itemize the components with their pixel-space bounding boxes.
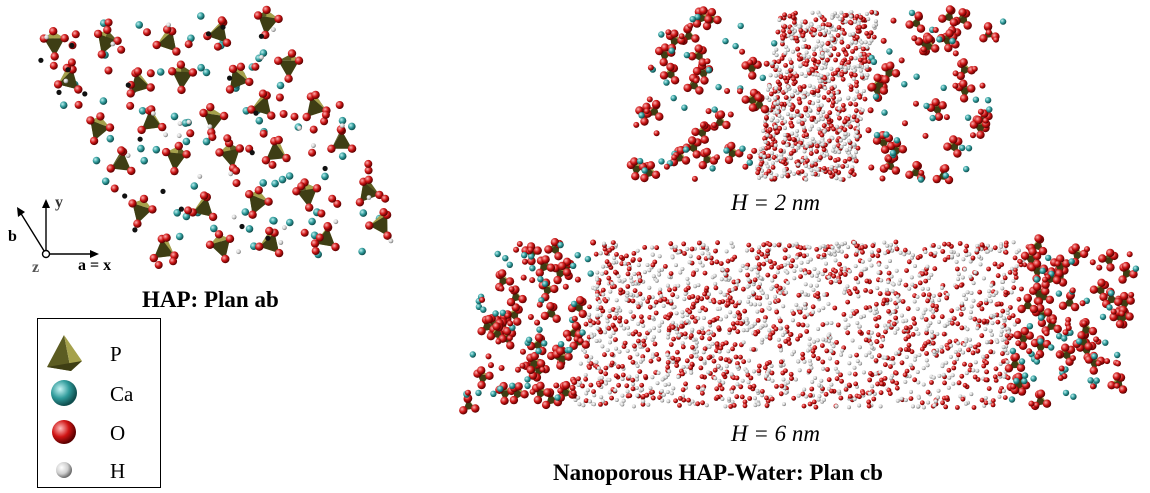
z-axis-origin (41, 249, 51, 259)
pore-6nm-caption: H = 6 nm (731, 421, 820, 446)
legend-label: Ca (110, 382, 134, 406)
hap-plan-ab-caption: HAP: Plan ab (142, 287, 279, 312)
hap-plan-ab-structure (38, 5, 394, 269)
pore-2nm-caption: H = 2 nm (731, 190, 820, 215)
x-axis-label: a = x (78, 257, 112, 274)
legend-item-p: P (38, 333, 160, 373)
x-axis-arrowhead (90, 250, 99, 258)
legend-item-o: O (38, 412, 160, 452)
legend-item-ca: Ca (38, 373, 160, 413)
legend-label: O (110, 421, 126, 445)
legend-label: H (110, 459, 126, 483)
pore-2nm-structure (626, 5, 1007, 185)
b-axis-arrowhead (17, 207, 25, 217)
axes-triad (17, 199, 99, 259)
y-axis-label: y (55, 194, 63, 211)
calcium-sphere-icon (51, 380, 77, 406)
atom-legend: P Ca O H (37, 318, 161, 488)
tetrahedron-icon (47, 335, 82, 371)
y-axis-arrowhead (42, 199, 50, 208)
b-axis-arrow (19, 211, 47, 255)
system-caption: Nanoporous HAP-Water: Plan cb (553, 460, 883, 485)
pore-6nm-structure (459, 234, 1140, 415)
b-axis-label: b (8, 228, 17, 245)
hydrogen-sphere-icon (56, 462, 72, 478)
z-axis-label: z (32, 259, 40, 276)
legend-item-h: H (38, 450, 160, 490)
legend-label: P (110, 342, 122, 366)
oxygen-sphere-icon (52, 420, 76, 444)
